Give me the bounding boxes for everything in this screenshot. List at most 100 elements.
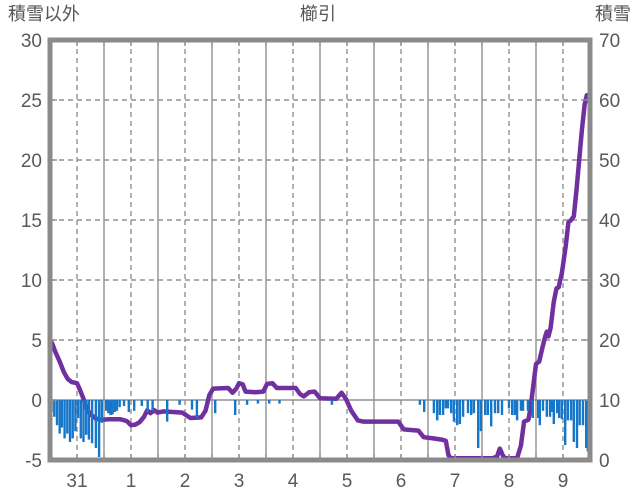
bar — [526, 400, 530, 411]
bar — [507, 400, 511, 409]
left-axis-tick-label: 5 — [31, 331, 42, 352]
x-axis-tick-label: 5 — [342, 471, 353, 492]
bar — [82, 400, 85, 442]
bar — [97, 400, 101, 457]
bar — [497, 400, 500, 414]
right-axis-tick-label: 20 — [599, 331, 620, 352]
bar — [146, 400, 149, 412]
chart-title: 櫛引 — [300, 4, 336, 24]
bar — [105, 400, 108, 411]
bar — [109, 400, 112, 415]
right-axis-title: 積雪 — [595, 4, 631, 24]
bar — [115, 400, 119, 411]
bar — [234, 400, 237, 415]
bar — [79, 400, 82, 439]
bar — [166, 400, 169, 422]
left-axis-tick-label: 30 — [21, 31, 42, 52]
bar — [511, 400, 514, 415]
bar — [551, 400, 554, 412]
left-axis-title: 積雪以外 — [8, 4, 80, 24]
right-axis-tick-label: 50 — [599, 151, 620, 172]
bar — [541, 400, 545, 411]
bar — [423, 400, 426, 412]
bar — [493, 400, 497, 414]
bar — [63, 400, 66, 439]
x-axis-tick-label: 8 — [504, 471, 515, 492]
bar — [452, 400, 456, 422]
bar — [436, 400, 439, 421]
bar — [118, 400, 121, 408]
bar — [330, 400, 334, 405]
bar — [461, 400, 465, 417]
bar — [68, 400, 72, 442]
bar — [60, 400, 64, 428]
x-axis-tick-label: 2 — [180, 471, 191, 492]
bar — [214, 400, 217, 414]
bar — [418, 400, 422, 405]
right-axis-tick-label: 0 — [599, 451, 610, 472]
x-axis-tick-label: 9 — [558, 471, 569, 492]
right-axis-tick-label: 70 — [599, 31, 620, 52]
bar — [484, 400, 487, 415]
bar — [500, 400, 504, 415]
bar — [477, 400, 480, 448]
bar — [555, 400, 559, 414]
bar — [575, 400, 579, 448]
bar — [569, 400, 573, 421]
bar — [566, 400, 570, 421]
left-axis-tick-label: 10 — [21, 271, 42, 292]
bar — [552, 400, 555, 424]
left-axis-tick-label: 25 — [21, 91, 42, 112]
bar — [151, 400, 154, 411]
x-axis-tick-label: 6 — [396, 471, 407, 492]
bar — [466, 400, 470, 414]
x-axis-tick-label: 7 — [450, 471, 461, 492]
x-axis-tick-label: 31 — [66, 471, 87, 492]
bar — [58, 400, 61, 434]
x-axis-tick-label: 4 — [288, 471, 299, 492]
bar — [53, 400, 56, 417]
bar — [133, 400, 136, 411]
bar — [55, 400, 59, 426]
bar — [479, 400, 483, 432]
bar — [268, 400, 271, 404]
axis-ticks — [49, 39, 591, 461]
bar — [190, 400, 194, 410]
bar — [87, 400, 91, 440]
x-axis-tick-label: 3 — [234, 471, 245, 492]
bar — [558, 400, 561, 418]
bar — [432, 400, 436, 414]
bar — [458, 400, 462, 424]
right-axis-tick-label: 30 — [599, 271, 620, 292]
bar — [537, 400, 540, 418]
bar — [66, 400, 69, 434]
x-axis-tick-label: 1 — [126, 471, 137, 492]
bar — [456, 400, 459, 426]
bar — [560, 400, 564, 420]
bar — [585, 400, 588, 448]
bar — [85, 400, 88, 435]
bar — [178, 400, 181, 405]
left-axis-tick-label: -5 — [25, 451, 42, 472]
left-axis-tick-label: 15 — [21, 211, 42, 232]
bar — [545, 400, 548, 417]
bar — [521, 400, 525, 411]
bar — [513, 400, 517, 415]
bar — [470, 400, 473, 415]
bar — [490, 400, 493, 427]
snow-depth-line — [47, 92, 591, 461]
bar — [74, 400, 77, 432]
bar — [140, 400, 143, 406]
bar — [441, 400, 445, 415]
bar — [245, 400, 249, 405]
bar — [76, 400, 80, 418]
bar — [564, 400, 567, 445]
bar — [578, 400, 581, 426]
bar — [538, 400, 541, 426]
bar — [100, 400, 103, 423]
bar — [519, 400, 523, 411]
bar — [450, 400, 453, 414]
